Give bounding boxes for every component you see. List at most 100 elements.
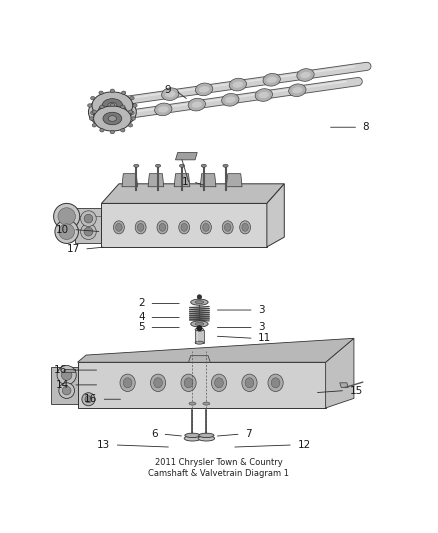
Ellipse shape bbox=[91, 111, 95, 115]
Ellipse shape bbox=[120, 374, 135, 392]
Polygon shape bbox=[148, 174, 164, 187]
Circle shape bbox=[81, 224, 96, 239]
Polygon shape bbox=[78, 362, 325, 408]
Ellipse shape bbox=[92, 110, 96, 114]
Ellipse shape bbox=[189, 402, 196, 405]
Circle shape bbox=[59, 383, 74, 398]
Polygon shape bbox=[64, 369, 75, 373]
Ellipse shape bbox=[258, 92, 269, 98]
Ellipse shape bbox=[100, 128, 104, 132]
Circle shape bbox=[55, 220, 78, 244]
Circle shape bbox=[84, 214, 93, 223]
Ellipse shape bbox=[133, 104, 137, 107]
Ellipse shape bbox=[222, 221, 233, 234]
Ellipse shape bbox=[135, 221, 146, 234]
Ellipse shape bbox=[181, 374, 196, 392]
Text: 17: 17 bbox=[67, 244, 80, 254]
Ellipse shape bbox=[131, 117, 135, 120]
Ellipse shape bbox=[245, 378, 254, 388]
Ellipse shape bbox=[212, 374, 226, 392]
Polygon shape bbox=[75, 208, 102, 243]
Ellipse shape bbox=[92, 124, 96, 127]
Ellipse shape bbox=[195, 301, 204, 304]
Ellipse shape bbox=[233, 82, 243, 88]
Ellipse shape bbox=[162, 88, 179, 101]
Ellipse shape bbox=[240, 221, 251, 234]
Ellipse shape bbox=[199, 433, 214, 438]
Circle shape bbox=[197, 295, 201, 299]
Text: 13: 13 bbox=[97, 440, 110, 450]
Ellipse shape bbox=[191, 101, 202, 108]
Polygon shape bbox=[176, 152, 197, 160]
Ellipse shape bbox=[184, 436, 201, 441]
Ellipse shape bbox=[222, 93, 239, 106]
Polygon shape bbox=[340, 383, 348, 387]
Ellipse shape bbox=[155, 103, 172, 116]
Ellipse shape bbox=[242, 374, 257, 392]
Ellipse shape bbox=[181, 223, 187, 231]
Circle shape bbox=[81, 211, 96, 227]
Polygon shape bbox=[78, 338, 354, 362]
Ellipse shape bbox=[130, 96, 134, 100]
Ellipse shape bbox=[157, 221, 168, 234]
Ellipse shape bbox=[108, 102, 117, 109]
Ellipse shape bbox=[130, 111, 134, 115]
Ellipse shape bbox=[102, 99, 123, 112]
Ellipse shape bbox=[215, 378, 223, 388]
Ellipse shape bbox=[225, 96, 236, 103]
Circle shape bbox=[58, 208, 75, 225]
Ellipse shape bbox=[195, 322, 204, 326]
Circle shape bbox=[57, 366, 76, 385]
Ellipse shape bbox=[158, 106, 169, 112]
Ellipse shape bbox=[108, 116, 117, 122]
Text: 5: 5 bbox=[138, 322, 145, 333]
Ellipse shape bbox=[113, 221, 124, 234]
Circle shape bbox=[61, 370, 72, 381]
Ellipse shape bbox=[88, 104, 92, 107]
Text: 6: 6 bbox=[152, 429, 158, 439]
Ellipse shape bbox=[255, 88, 272, 101]
Ellipse shape bbox=[292, 87, 303, 93]
Text: 12: 12 bbox=[297, 440, 311, 450]
Ellipse shape bbox=[123, 378, 132, 388]
Ellipse shape bbox=[266, 77, 277, 83]
Polygon shape bbox=[188, 356, 210, 362]
Polygon shape bbox=[267, 184, 284, 247]
Ellipse shape bbox=[201, 164, 206, 167]
Ellipse shape bbox=[110, 103, 115, 107]
Ellipse shape bbox=[121, 91, 126, 94]
Ellipse shape bbox=[110, 131, 115, 134]
Polygon shape bbox=[325, 338, 354, 408]
Ellipse shape bbox=[154, 378, 162, 388]
Polygon shape bbox=[195, 329, 204, 343]
Ellipse shape bbox=[199, 86, 209, 93]
Ellipse shape bbox=[195, 341, 204, 344]
Ellipse shape bbox=[242, 223, 248, 231]
Ellipse shape bbox=[93, 99, 131, 125]
Ellipse shape bbox=[110, 89, 115, 93]
Ellipse shape bbox=[120, 105, 125, 109]
Circle shape bbox=[197, 326, 202, 331]
Ellipse shape bbox=[92, 92, 133, 119]
Ellipse shape bbox=[268, 374, 283, 392]
Ellipse shape bbox=[185, 433, 200, 438]
Text: 15: 15 bbox=[350, 385, 363, 395]
Ellipse shape bbox=[180, 164, 185, 167]
Text: 4: 4 bbox=[138, 312, 145, 322]
Ellipse shape bbox=[159, 223, 166, 231]
Ellipse shape bbox=[94, 106, 131, 131]
Text: 16: 16 bbox=[84, 394, 97, 404]
Ellipse shape bbox=[110, 118, 115, 122]
Ellipse shape bbox=[99, 117, 103, 120]
Ellipse shape bbox=[98, 102, 127, 122]
Text: 3: 3 bbox=[258, 322, 265, 333]
Ellipse shape bbox=[191, 321, 208, 327]
Text: 9: 9 bbox=[165, 85, 171, 95]
Ellipse shape bbox=[88, 96, 136, 128]
Ellipse shape bbox=[91, 96, 95, 100]
Ellipse shape bbox=[179, 221, 190, 234]
Ellipse shape bbox=[138, 223, 144, 231]
Ellipse shape bbox=[99, 91, 103, 94]
Ellipse shape bbox=[289, 84, 306, 96]
Ellipse shape bbox=[184, 378, 193, 388]
